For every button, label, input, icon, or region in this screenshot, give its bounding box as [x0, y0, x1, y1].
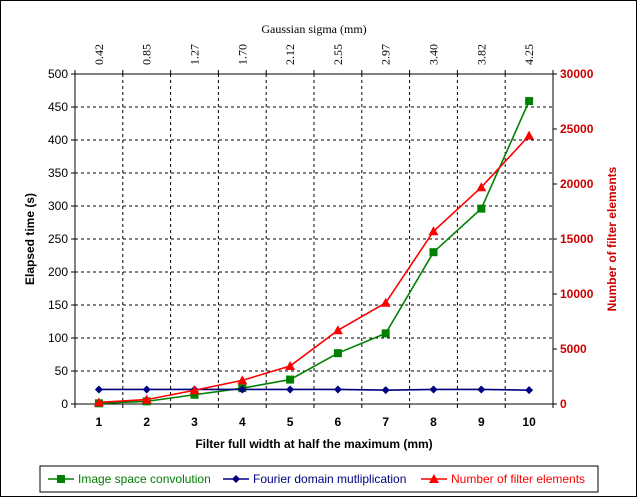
- series-1-point: [525, 386, 534, 395]
- left-axis-tick-label: 50: [55, 364, 69, 378]
- x-tick-label: 10: [522, 415, 536, 429]
- top-axis-tick-label: 2.12: [283, 44, 297, 65]
- x-tick-label: 9: [478, 415, 485, 429]
- top-axis-tick-label: 1.70: [235, 44, 249, 65]
- legend-box: [39, 465, 599, 493]
- legend-marker: [57, 475, 65, 483]
- x-tick-label: 7: [382, 415, 389, 429]
- left-axis-title: Elapsed time (s): [23, 193, 37, 285]
- series-1-point: [94, 385, 103, 394]
- series-1-point: [238, 385, 247, 394]
- series-1-point: [142, 385, 151, 394]
- right-axis-tick-label: 25000: [560, 122, 594, 136]
- series-1-point: [333, 385, 342, 394]
- series-1-point: [286, 385, 295, 394]
- series-2-point: [237, 375, 248, 385]
- right-axis-tick-label: 15000: [560, 232, 594, 246]
- series-0-point: [429, 248, 438, 257]
- right-axis-title: Number of filter elements: [605, 166, 619, 311]
- top-axis-tick-label: 1.27: [188, 44, 202, 65]
- series-1-point: [429, 385, 438, 394]
- left-axis-tick-label: 150: [48, 298, 68, 312]
- left-axis-tick-label: 350: [48, 166, 68, 180]
- left-axis-tick-label: 450: [48, 100, 68, 114]
- series-0-point: [333, 349, 342, 358]
- left-axis-tick-label: 200: [48, 265, 68, 279]
- series-line-2: [98, 135, 530, 404]
- left-axis-tick-label: 0: [61, 397, 68, 411]
- series-2-point: [524, 130, 535, 140]
- x-tick-label: 4: [239, 415, 246, 429]
- left-axis-tick-label: 300: [48, 199, 68, 213]
- series-line-0: [98, 100, 530, 405]
- series-2-point: [428, 226, 439, 236]
- x-tick-label: 5: [287, 415, 294, 429]
- top-axis-title: Gaussian sigma (mm): [261, 22, 366, 36]
- series-1-point: [477, 385, 486, 394]
- legend-label: Image space convolution: [78, 472, 211, 486]
- left-axis-tick-label: 400: [48, 133, 68, 147]
- legend-marker: [429, 474, 439, 483]
- series-2-point: [476, 182, 487, 192]
- top-axis-tick-label: 3.82: [474, 44, 488, 65]
- series-0-point: [381, 329, 390, 338]
- x-tick-label: 8: [430, 415, 437, 429]
- top-axis-tick-label: 2.97: [379, 44, 393, 65]
- top-axis-tick-label: 3.40: [427, 44, 441, 65]
- series-2-point: [380, 297, 391, 307]
- x-tick-label: 6: [335, 415, 342, 429]
- x-tick-label: 1: [96, 415, 103, 429]
- series-2-point: [285, 361, 296, 371]
- series-2-point: [141, 394, 152, 404]
- right-axis-tick-label: 20000: [560, 177, 594, 191]
- left-axis-tick-label: 500: [48, 67, 68, 81]
- x-tick-label: 2: [143, 415, 150, 429]
- series-1-point: [381, 386, 390, 395]
- series-2-point: [93, 397, 104, 407]
- top-axis-tick-label: 0.42: [92, 44, 106, 65]
- left-axis-tick-label: 250: [48, 232, 68, 246]
- top-axis-tick-label: 4.25: [522, 44, 536, 65]
- x-tick-label: 3: [191, 415, 198, 429]
- right-axis-tick-label: 0: [560, 397, 567, 411]
- series-line-1: [98, 388, 530, 391]
- right-axis-tick-label: 5000: [560, 342, 587, 356]
- series-2-point: [189, 385, 200, 395]
- right-axis-tick-label: 10000: [560, 287, 594, 301]
- series-0-point: [286, 375, 295, 384]
- left-axis-tick-label: 100: [48, 331, 68, 345]
- series-2-point: [332, 325, 343, 335]
- legend-label: Number of filter elements: [451, 472, 585, 486]
- x-axis-title: Filter full width at half the maximum (m…: [195, 437, 432, 451]
- series-0-point: [477, 204, 486, 213]
- right-axis-tick-label: 30000: [560, 67, 594, 81]
- legend-label: Fourier domain mutliplication: [253, 472, 406, 486]
- series-0-point: [190, 390, 199, 399]
- top-axis-tick-label: 0.85: [140, 44, 154, 65]
- series-0-point: [525, 97, 534, 106]
- legend-marker: [232, 475, 240, 483]
- top-axis-tick-label: 2.55: [331, 44, 345, 65]
